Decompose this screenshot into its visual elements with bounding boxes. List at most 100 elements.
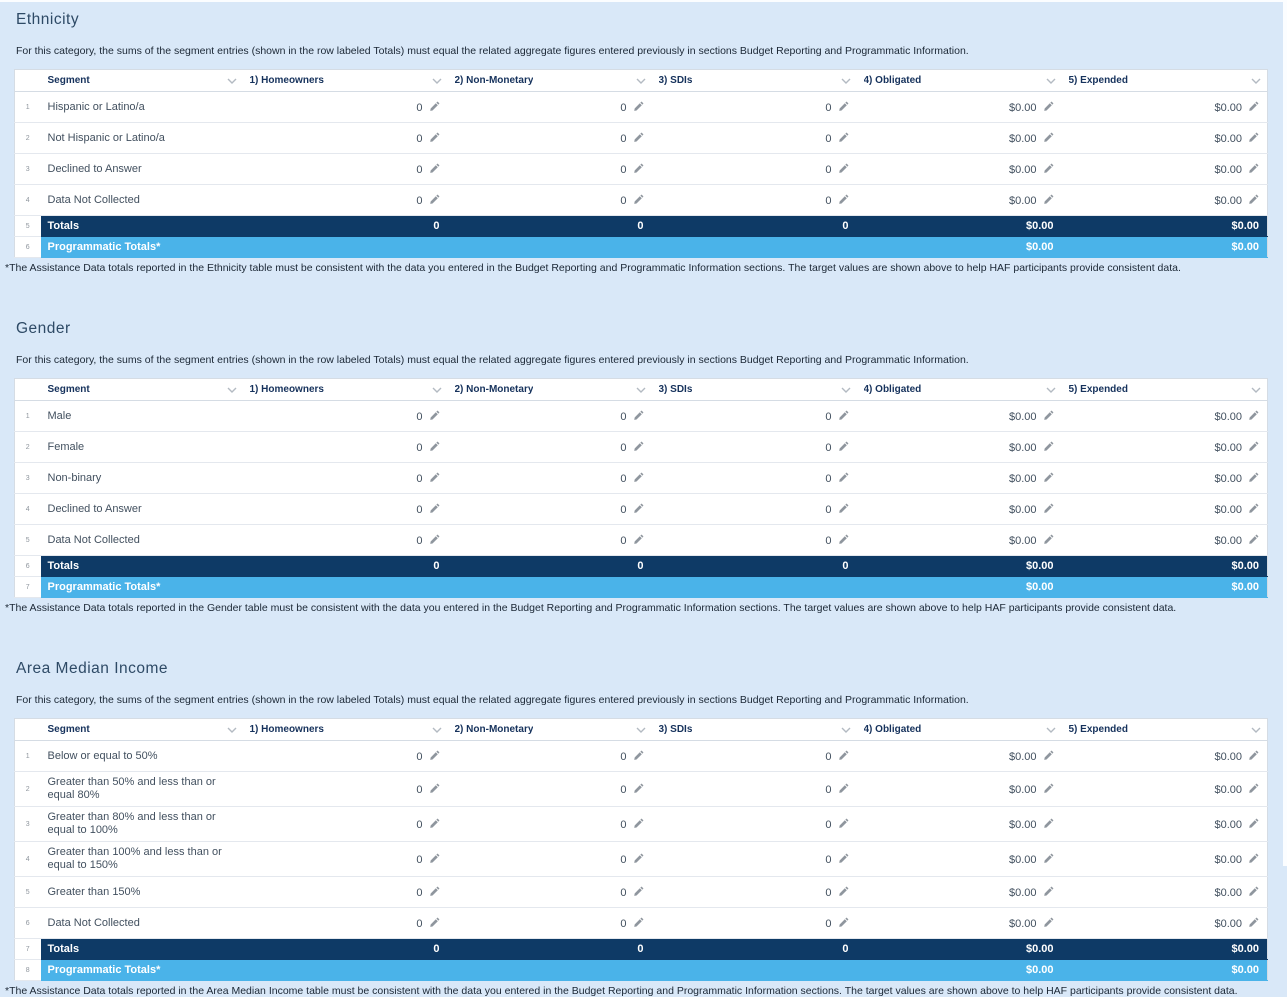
edit-pencil-icon[interactable]	[1043, 132, 1054, 146]
edit-pencil-icon[interactable]	[429, 472, 440, 486]
edit-pencil-icon[interactable]	[838, 132, 849, 146]
edit-pencil-icon[interactable]	[429, 886, 440, 900]
edit-pencil-icon[interactable]	[1248, 886, 1259, 900]
edit-pencil-icon[interactable]	[633, 472, 644, 486]
edit-pencil-icon[interactable]	[429, 194, 440, 208]
edit-pencil-icon[interactable]	[1043, 472, 1054, 486]
edit-pencil-icon[interactable]	[1043, 818, 1054, 832]
chevron-down-icon[interactable]	[841, 78, 851, 84]
edit-pencil-icon[interactable]	[838, 783, 849, 797]
chevron-down-icon[interactable]	[432, 78, 442, 84]
edit-pencil-icon[interactable]	[838, 917, 849, 931]
edit-pencil-icon[interactable]	[633, 101, 644, 115]
edit-pencil-icon[interactable]	[429, 783, 440, 797]
edit-pencil-icon[interactable]	[429, 410, 440, 424]
edit-pencil-icon[interactable]	[838, 886, 849, 900]
edit-pencil-icon[interactable]	[429, 750, 440, 764]
edit-pencil-icon[interactable]	[429, 818, 440, 832]
edit-pencil-icon[interactable]	[633, 750, 644, 764]
chevron-down-icon[interactable]	[636, 387, 646, 393]
cell-value: 0	[416, 411, 423, 423]
edit-pencil-icon[interactable]	[633, 917, 644, 931]
edit-pencil-icon[interactable]	[1248, 163, 1259, 177]
chevron-down-icon[interactable]	[636, 78, 646, 84]
edit-pencil-icon[interactable]	[1248, 503, 1259, 517]
edit-pencil-icon[interactable]	[1043, 853, 1054, 867]
edit-pencil-icon[interactable]	[633, 783, 644, 797]
edit-pencil-icon[interactable]	[429, 503, 440, 517]
chevron-down-icon[interactable]	[636, 727, 646, 733]
edit-pencil-icon[interactable]	[1043, 503, 1054, 517]
edit-pencil-icon[interactable]	[1248, 750, 1259, 764]
edit-pencil-icon[interactable]	[1043, 917, 1054, 931]
chevron-down-icon[interactable]	[227, 78, 237, 84]
edit-pencil-icon[interactable]	[838, 101, 849, 115]
scrollbar-track[interactable]	[1283, 0, 1287, 866]
edit-pencil-icon[interactable]	[633, 410, 644, 424]
edit-pencil-icon[interactable]	[838, 472, 849, 486]
edit-pencil-icon[interactable]	[838, 750, 849, 764]
edit-pencil-icon[interactable]	[1043, 163, 1054, 177]
edit-pencil-icon[interactable]	[429, 101, 440, 115]
chevron-down-icon[interactable]	[1046, 387, 1056, 393]
edit-pencil-icon[interactable]	[1043, 410, 1054, 424]
edit-pencil-icon[interactable]	[838, 410, 849, 424]
edit-pencil-icon[interactable]	[429, 534, 440, 548]
edit-pencil-icon[interactable]	[1043, 441, 1054, 455]
edit-pencil-icon[interactable]	[838, 194, 849, 208]
chevron-down-icon[interactable]	[841, 387, 851, 393]
edit-pencil-icon[interactable]	[1248, 818, 1259, 832]
edit-pencil-icon[interactable]	[429, 441, 440, 455]
edit-pencil-icon[interactable]	[1248, 853, 1259, 867]
edit-pencil-icon[interactable]	[633, 163, 644, 177]
chevron-down-icon[interactable]	[1046, 78, 1056, 84]
edit-pencil-icon[interactable]	[633, 818, 644, 832]
chevron-down-icon[interactable]	[1251, 727, 1261, 733]
edit-pencil-icon[interactable]	[1248, 101, 1259, 115]
edit-pencil-icon[interactable]	[633, 503, 644, 517]
value-cell: 0	[242, 400, 448, 432]
edit-pencil-icon[interactable]	[633, 886, 644, 900]
chevron-down-icon[interactable]	[1046, 727, 1056, 733]
edit-pencil-icon[interactable]	[1248, 917, 1259, 931]
edit-pencil-icon[interactable]	[633, 194, 644, 208]
edit-pencil-icon[interactable]	[838, 441, 849, 455]
table-row: 4 Data Not Collected 0 0 0 $0.00 $0.00	[14, 184, 1268, 216]
edit-pencil-icon[interactable]	[1043, 750, 1054, 764]
edit-pencil-icon[interactable]	[1248, 441, 1259, 455]
edit-pencil-icon[interactable]	[429, 917, 440, 931]
chevron-down-icon[interactable]	[1251, 78, 1261, 84]
cell-value: $0.00	[1214, 887, 1242, 899]
chevron-down-icon[interactable]	[432, 387, 442, 393]
edit-pencil-icon[interactable]	[838, 818, 849, 832]
edit-pencil-icon[interactable]	[1248, 194, 1259, 208]
edit-pencil-icon[interactable]	[1248, 783, 1259, 797]
chevron-down-icon[interactable]	[432, 727, 442, 733]
edit-pencil-icon[interactable]	[838, 503, 849, 517]
cell-value: 0	[825, 102, 832, 114]
edit-pencil-icon[interactable]	[429, 132, 440, 146]
edit-pencil-icon[interactable]	[1248, 410, 1259, 424]
edit-pencil-icon[interactable]	[838, 853, 849, 867]
edit-pencil-icon[interactable]	[1043, 194, 1054, 208]
edit-pencil-icon[interactable]	[838, 163, 849, 177]
edit-pencil-icon[interactable]	[1043, 101, 1054, 115]
edit-pencil-icon[interactable]	[1043, 783, 1054, 797]
chevron-down-icon[interactable]	[227, 387, 237, 393]
edit-pencil-icon[interactable]	[633, 441, 644, 455]
chevron-down-icon[interactable]	[227, 727, 237, 733]
cell-value: 0	[416, 535, 423, 547]
edit-pencil-icon[interactable]	[1248, 534, 1259, 548]
edit-pencil-icon[interactable]	[1043, 886, 1054, 900]
edit-pencil-icon[interactable]	[429, 163, 440, 177]
edit-pencil-icon[interactable]	[1248, 132, 1259, 146]
edit-pencil-icon[interactable]	[633, 534, 644, 548]
edit-pencil-icon[interactable]	[429, 853, 440, 867]
chevron-down-icon[interactable]	[841, 727, 851, 733]
edit-pencil-icon[interactable]	[838, 534, 849, 548]
chevron-down-icon[interactable]	[1251, 387, 1261, 393]
edit-pencil-icon[interactable]	[1043, 534, 1054, 548]
edit-pencil-icon[interactable]	[1248, 472, 1259, 486]
edit-pencil-icon[interactable]	[633, 132, 644, 146]
edit-pencil-icon[interactable]	[633, 853, 644, 867]
